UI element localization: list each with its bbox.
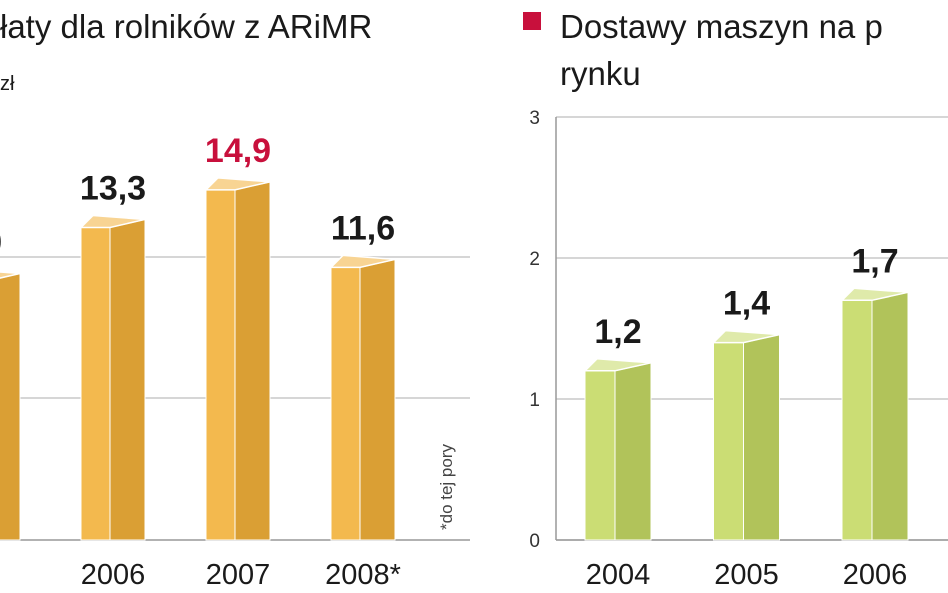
- y-tick-label: 1: [529, 390, 540, 411]
- y-tick-label: 3: [529, 108, 540, 129]
- legend-swatch: [523, 12, 541, 30]
- bar-top: [583, 358, 652, 372]
- value-label: 1,7: [851, 242, 898, 280]
- bar-top: [0, 271, 21, 279]
- bar-top: [329, 254, 396, 269]
- x-tick-label: 2006: [81, 559, 146, 591]
- chart-title: łaty dla rolników z ARiMR: [0, 8, 372, 45]
- x-tick-label: 2007: [206, 559, 271, 591]
- bar-top: [840, 287, 909, 302]
- annotation: *do tej pory: [437, 444, 456, 530]
- x-tick-label: 2004: [586, 559, 651, 591]
- bar: [584, 370, 616, 541]
- bar-top: [711, 329, 780, 344]
- bar-top: [79, 214, 146, 229]
- chart-subtitle: zł: [0, 73, 15, 95]
- bar-side: [234, 181, 271, 541]
- value-label: 1,2: [594, 313, 641, 351]
- value-label: 14,9: [205, 132, 271, 170]
- y-tick-label: 0: [529, 531, 540, 552]
- bar-side: [743, 333, 780, 541]
- bar-side: [0, 272, 21, 541]
- bar: [205, 189, 236, 541]
- chart-title: Dostawy maszyn na p: [560, 8, 883, 45]
- bar-side: [109, 218, 146, 541]
- value-label: 13,3: [80, 169, 146, 207]
- bar-side: [614, 362, 652, 541]
- value-label: 11,6: [331, 209, 395, 247]
- bar: [713, 342, 744, 541]
- bar: [330, 266, 361, 541]
- chart-title-line2: rynku: [560, 55, 641, 92]
- bar-side: [871, 291, 909, 541]
- x-tick-label: 2008*: [325, 559, 401, 591]
- x-tick-label: 2006: [843, 559, 908, 591]
- bar-side: [359, 258, 396, 541]
- value-label: 1,4: [723, 285, 770, 323]
- bar: [80, 226, 111, 541]
- bar-top: [204, 177, 271, 191]
- bar: [841, 299, 873, 541]
- x-tick-label: 2005: [714, 559, 779, 591]
- y-tick-label: 2: [529, 249, 540, 270]
- value-label: ,0: [0, 224, 2, 262]
